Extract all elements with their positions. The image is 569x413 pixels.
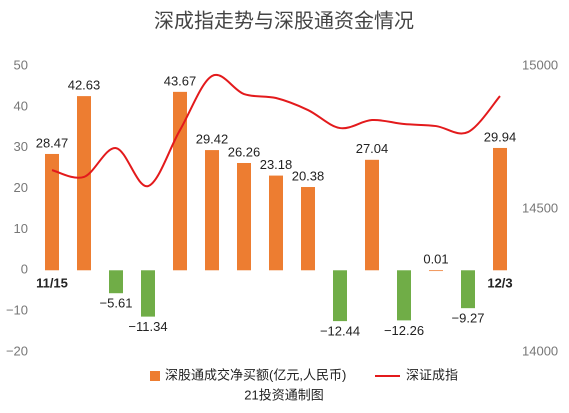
data-label: −5.61 [100, 296, 133, 311]
data-label: 43.67 [164, 73, 197, 88]
bar [429, 270, 443, 272]
bar [237, 162, 251, 271]
y-tick-label: −20 [6, 343, 28, 358]
data-label: −12.44 [320, 324, 360, 339]
y2-tick-label: 14000 [522, 343, 558, 358]
data-label: 28.47 [36, 135, 69, 150]
bar [397, 270, 411, 321]
bar [365, 159, 379, 271]
bar [301, 187, 315, 271]
bar [493, 147, 507, 271]
bar [77, 96, 91, 271]
data-label: 0.01 [423, 252, 448, 267]
legend-swatch [150, 371, 160, 381]
line [51, 73, 501, 188]
data-label: 26.26 [228, 144, 261, 159]
data-label: 29.42 [196, 132, 229, 147]
data-label: −11.34 [128, 319, 167, 334]
data-label: −12.26 [384, 323, 424, 338]
bar [109, 270, 123, 294]
bar [269, 175, 283, 271]
y-tick-label: 10 [14, 221, 28, 236]
source: 21投资通制图 [244, 387, 323, 402]
y-tick-label: 40 [14, 98, 28, 113]
bar [461, 270, 475, 309]
legend-label: 深证成指 [406, 367, 458, 382]
bar [205, 150, 219, 271]
data-label: 20.38 [292, 168, 325, 183]
chart-title: 深成指走势与深股通资金情况 [154, 9, 414, 32]
bar [333, 270, 347, 322]
bar [173, 91, 187, 271]
bar [141, 270, 155, 317]
bar [45, 153, 59, 271]
x-tick-label: 11/15 [36, 276, 68, 291]
data-label: 27.04 [356, 141, 389, 156]
y-tick-label: 0 [21, 262, 28, 277]
data-label: 42.63 [68, 78, 101, 93]
y-tick-label: 50 [14, 57, 28, 72]
data-label: −9.27 [452, 311, 485, 326]
y2-tick-label: 15000 [522, 57, 558, 72]
legend-label: 深股通成交净买额(亿元,人民币) [165, 367, 346, 382]
x-tick-label: 12/3 [487, 276, 512, 291]
y-tick-label: −10 [6, 303, 28, 318]
y-tick-label: 30 [14, 139, 28, 154]
data-label: 23.18 [260, 157, 293, 172]
data-label: 29.94 [484, 129, 517, 144]
y-tick-label: 20 [14, 180, 28, 195]
y2-tick-label: 14500 [522, 200, 558, 215]
